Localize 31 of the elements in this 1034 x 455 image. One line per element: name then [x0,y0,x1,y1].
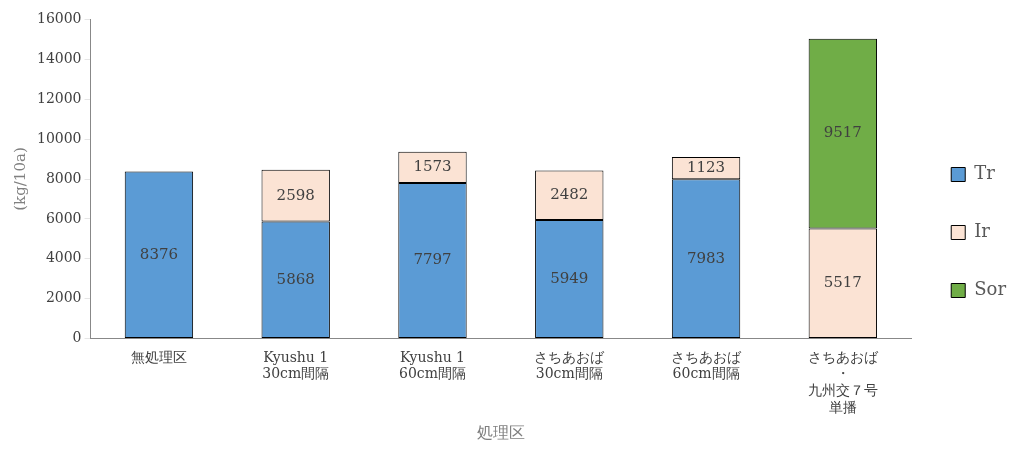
legend-label: Ir [974,220,991,242]
x-axis-title: 処理区 [476,422,525,442]
data-label: 5517 [823,273,862,292]
data-label: 8376 [139,244,179,263]
data-label: 7797 [413,250,452,269]
y-tick-label: 16000 [36,10,82,27]
y-tick-label: 14000 [36,49,82,66]
y-tick-label: 6000 [45,209,82,226]
y-tick-label: 4000 [45,249,82,266]
x-tick-label: Kyushu 1 30cm間隔 [262,348,330,382]
y-tick-label: 0 [72,329,82,346]
data-label: 7983 [686,248,726,267]
data-label: 5868 [276,269,315,288]
legend-label: Tr [974,162,996,184]
x-tick-label: さちあおば・九州交７号単播 [807,348,879,416]
data-label: 2482 [550,185,589,204]
x-tick-label: 無処理区 [130,348,187,365]
x-tick-label: Kyushu 1 60cm間隔 [399,348,466,382]
y-tick-label: 8000 [45,169,82,186]
x-tick-label: さちあおば 30cm間隔 [534,348,606,382]
data-label: 1123 [686,158,726,177]
y-tick-label: 12000 [36,89,82,106]
y-tick-label: 2000 [45,289,82,306]
legend-label: Sor [974,278,1007,300]
y-tick-label: 10000 [36,129,82,146]
data-label: 1573 [413,157,452,176]
x-tick-label: さちあおば 60cm間隔 [671,348,743,382]
data-label: 5949 [550,268,589,287]
data-label: 2598 [276,185,315,204]
data-label: 9517 [823,123,862,142]
y-axis-title: (kg/10a) [10,147,29,211]
